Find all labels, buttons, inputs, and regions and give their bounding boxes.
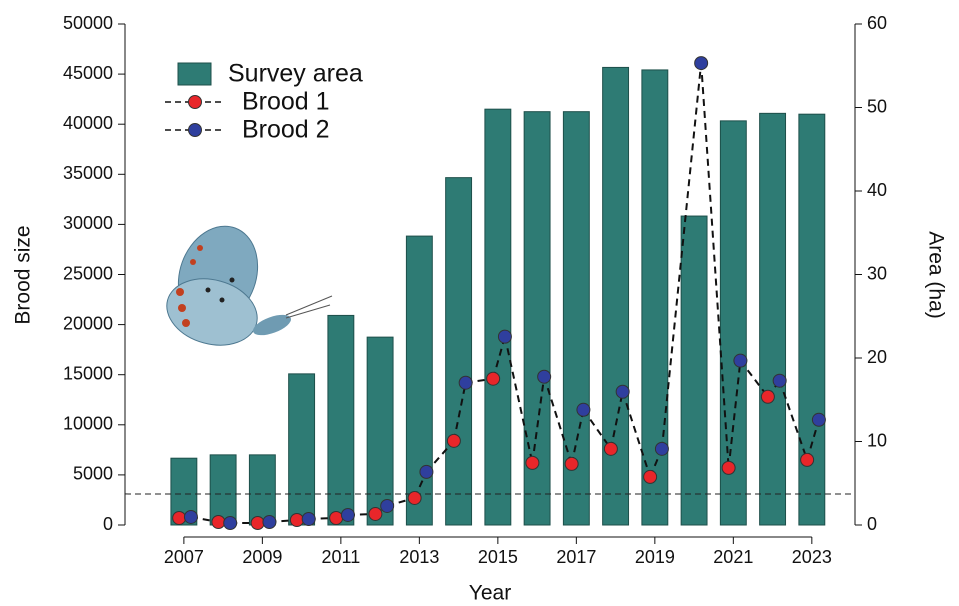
brood-point xyxy=(330,511,343,524)
brood-point xyxy=(341,508,354,521)
brood-point xyxy=(369,507,382,520)
y-tick-label: 45000 xyxy=(63,63,113,83)
brood-point xyxy=(290,513,303,526)
brood-point xyxy=(695,57,708,70)
bar xyxy=(681,216,707,525)
y2-tick-label: 20 xyxy=(867,347,887,367)
brood-point xyxy=(302,512,315,525)
brood-point xyxy=(604,442,617,455)
chart: Year Brood size Area (ha) 0 5000 10000 1500… xyxy=(0,0,959,606)
brood-point xyxy=(577,403,590,416)
legend-swatch xyxy=(178,63,211,85)
brood-point xyxy=(459,376,472,389)
x-tick-label: 2011 xyxy=(322,547,361,567)
y2-tick-label: 50 xyxy=(867,96,887,116)
y-tick-label: 10000 xyxy=(63,414,113,434)
brood-point xyxy=(812,413,825,426)
bar xyxy=(210,455,236,525)
y-tick-label: 0 xyxy=(103,514,113,534)
brood-point xyxy=(498,330,511,343)
legend-label: Brood 1 xyxy=(242,88,330,116)
y2-tick-label: 10 xyxy=(867,430,887,450)
brood-point xyxy=(447,434,460,447)
x-tick-label: 2017 xyxy=(556,547,596,567)
y-tick-label: 35000 xyxy=(63,163,113,183)
brood-point xyxy=(801,453,814,466)
bar xyxy=(642,70,668,525)
y2-tick-label: 0 xyxy=(867,514,877,534)
brood-point xyxy=(408,491,421,504)
butterfly-illustration xyxy=(159,215,332,355)
legend-label: Survey area xyxy=(228,60,363,88)
y-tick-label: 5000 xyxy=(73,464,113,484)
brood-point xyxy=(173,511,186,524)
brood-point xyxy=(655,442,668,455)
brood-point xyxy=(761,390,774,403)
brood-point xyxy=(616,385,629,398)
brood-point xyxy=(526,456,539,469)
y-tick-label: 15000 xyxy=(63,363,113,383)
brood-point xyxy=(487,372,500,385)
brood-point xyxy=(734,354,747,367)
bar xyxy=(760,113,786,525)
x-tick-label: 2019 xyxy=(635,547,675,567)
y-tick-label: 20000 xyxy=(63,313,113,333)
brood-point xyxy=(184,510,197,523)
y2-tick-label: 60 xyxy=(867,13,887,33)
bar xyxy=(446,178,472,525)
brood-point xyxy=(565,457,578,470)
bar xyxy=(249,455,275,525)
y-tick-label: 50000 xyxy=(63,13,113,33)
bar xyxy=(603,67,629,525)
y-tick-label: 40000 xyxy=(63,113,113,133)
y-tick-label: 30000 xyxy=(63,213,113,233)
x-axis-title: Year xyxy=(469,582,511,605)
y-tick-label: 25000 xyxy=(63,263,113,283)
legend-label: Brood 2 xyxy=(242,116,330,144)
bar xyxy=(485,109,511,525)
legend-marker xyxy=(189,124,202,137)
y2-axis-title: Area (ha) xyxy=(924,231,947,319)
y2-tick-label: 40 xyxy=(867,180,887,200)
brood-point xyxy=(538,370,551,383)
x-tick-label: 2023 xyxy=(792,547,832,567)
brood-point xyxy=(224,516,237,529)
x-tick-label: 2007 xyxy=(164,547,204,567)
y2-tick-label: 30 xyxy=(867,263,887,283)
brood-point xyxy=(263,515,276,528)
x-tick-label: 2021 xyxy=(713,547,753,567)
brood-point xyxy=(212,515,225,528)
bar xyxy=(406,236,432,525)
brood-point xyxy=(722,461,735,474)
brood-point xyxy=(251,516,264,529)
x-tick-label: 2009 xyxy=(242,547,282,567)
brood-point xyxy=(381,499,394,512)
x-tick-label: 2013 xyxy=(399,547,439,567)
y-axis-title: Brood size xyxy=(12,225,35,324)
legend-marker xyxy=(189,96,202,109)
brood-point xyxy=(773,374,786,387)
bar xyxy=(289,374,315,525)
bar xyxy=(367,337,393,525)
brood-point xyxy=(644,470,657,483)
x-tick-label: 2015 xyxy=(478,547,518,567)
brood-point xyxy=(420,465,433,478)
